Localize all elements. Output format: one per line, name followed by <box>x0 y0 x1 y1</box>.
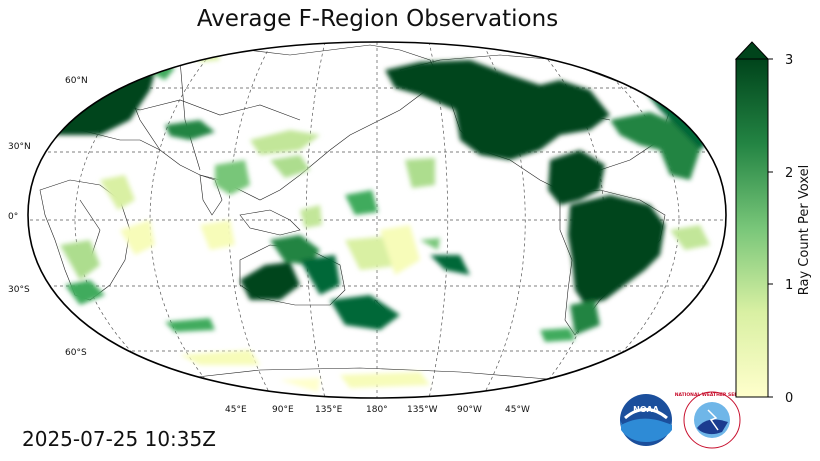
colorbar-tick-0: 0 <box>785 391 793 406</box>
lat-label-0: 0° <box>8 212 18 222</box>
lon-label-135w: 135°W <box>407 405 438 415</box>
lon-label-90w: 90°W <box>457 405 482 415</box>
colorbar-gradient <box>735 58 769 398</box>
graticule <box>28 42 726 398</box>
lon-label-135e: 135°E <box>315 405 343 415</box>
lat-label-30n: 30°N <box>8 142 31 152</box>
noaa-logo-text: NOAA <box>633 405 659 414</box>
colorbar-tick-3: 3 <box>785 53 793 68</box>
noaa-logo: NOAA <box>620 394 672 446</box>
lat-label-30s: 30°S <box>8 285 30 295</box>
timestamp: 2025-07-25 10:35Z <box>22 427 216 451</box>
globe-border <box>27 41 727 399</box>
lon-label-180: 180° <box>366 405 388 415</box>
nws-logo-text: NATIONAL WEATHER SERVICE <box>675 392 750 398</box>
lon-label-45e: 45°E <box>225 405 247 415</box>
lon-label-90e: 90°E <box>272 405 294 415</box>
nws-logo: NATIONAL WEATHER SERVICE <box>675 391 750 449</box>
colorbar-label: Ray Count Per Voxel <box>797 165 812 295</box>
colorbar-tick-1: 1 <box>785 278 793 293</box>
colorbar-extend-arrow <box>734 41 770 60</box>
lat-label-60s: 60°S <box>65 348 87 358</box>
colorbar-tick-2: 2 <box>785 166 793 181</box>
lat-label-60n: 60°N <box>65 76 88 86</box>
lon-label-45w: 45°W <box>505 405 530 415</box>
map-title: Average F-Region Observations <box>196 6 559 32</box>
